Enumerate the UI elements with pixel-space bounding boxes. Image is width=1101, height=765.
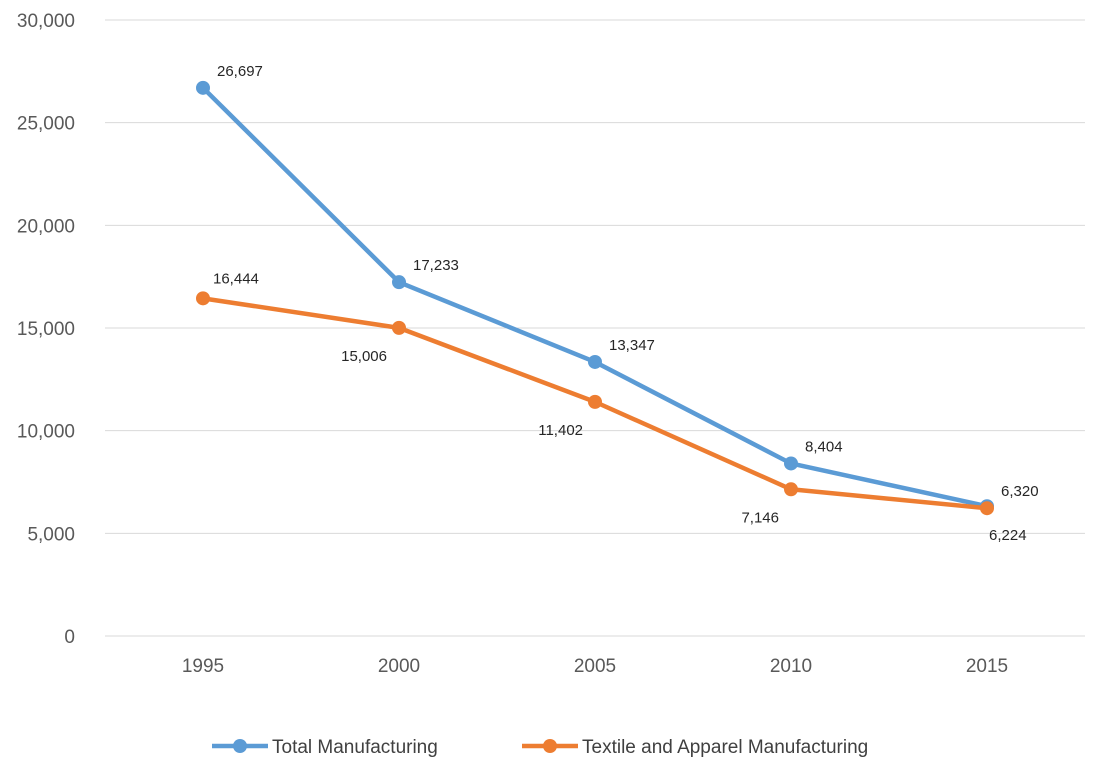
legend-swatch-marker <box>543 739 557 753</box>
y-axis-tick-labels: 0 5,000 10,000 15,000 20,000 25,000 30,000 <box>17 11 75 648</box>
legend: Total Manufacturing Textile and Apparel M… <box>212 737 868 758</box>
series-line <box>200 85 990 509</box>
y-tick-label: 20,000 <box>17 216 75 237</box>
x-tick-label: 2005 <box>574 656 616 677</box>
data-label: 6,224 <box>989 527 1027 544</box>
data-label: 17,233 <box>413 257 459 274</box>
series-lines <box>196 80 994 516</box>
legend-label: Total Manufacturing <box>272 737 438 758</box>
data-label: 26,697 <box>217 63 263 80</box>
x-tick-label: 2010 <box>770 656 812 677</box>
data-point <box>588 354 602 369</box>
y-tick-label: 25,000 <box>17 114 75 135</box>
data-label: 6,320 <box>1001 483 1039 500</box>
data-point <box>196 80 210 95</box>
y-tick-label: 5,000 <box>27 524 75 545</box>
y-tick-label: 30,000 <box>17 11 75 32</box>
data-point <box>392 275 406 290</box>
data-label: 7,146 <box>741 509 779 526</box>
x-tick-label: 1995 <box>182 656 224 677</box>
legend-item: Textile and Apparel Manufacturing <box>522 737 868 758</box>
data-point <box>784 482 798 497</box>
data-label: 15,006 <box>341 348 387 365</box>
gridlines <box>105 19 1085 637</box>
data-label: 13,347 <box>609 337 655 354</box>
y-tick-label: 15,000 <box>17 319 75 340</box>
x-tick-label: 2000 <box>378 656 420 677</box>
y-tick-label: 10,000 <box>17 422 75 443</box>
legend-swatch-marker <box>233 739 247 753</box>
legend-label: Textile and Apparel Manufacturing <box>582 737 868 758</box>
y-tick-label: 0 <box>64 627 75 648</box>
series-total-manufacturing <box>196 80 994 514</box>
series-textile-apparel <box>196 291 994 516</box>
data-labels: 26,697 17,233 13,347 8,404 6,320 16,444 15,006… <box>213 63 1039 544</box>
data-point <box>784 456 798 471</box>
data-point <box>196 291 210 306</box>
legend-item: Total Manufacturing <box>212 737 438 758</box>
data-label: 8,404 <box>805 438 843 455</box>
data-point <box>980 501 994 516</box>
x-axis-tick-labels: 1995 2000 2005 2010 2015 <box>182 656 1008 677</box>
data-label: 11,402 <box>538 422 583 439</box>
data-point <box>588 394 602 409</box>
data-point <box>392 320 406 335</box>
data-label: 16,444 <box>213 270 259 287</box>
x-tick-label: 2015 <box>966 656 1008 677</box>
